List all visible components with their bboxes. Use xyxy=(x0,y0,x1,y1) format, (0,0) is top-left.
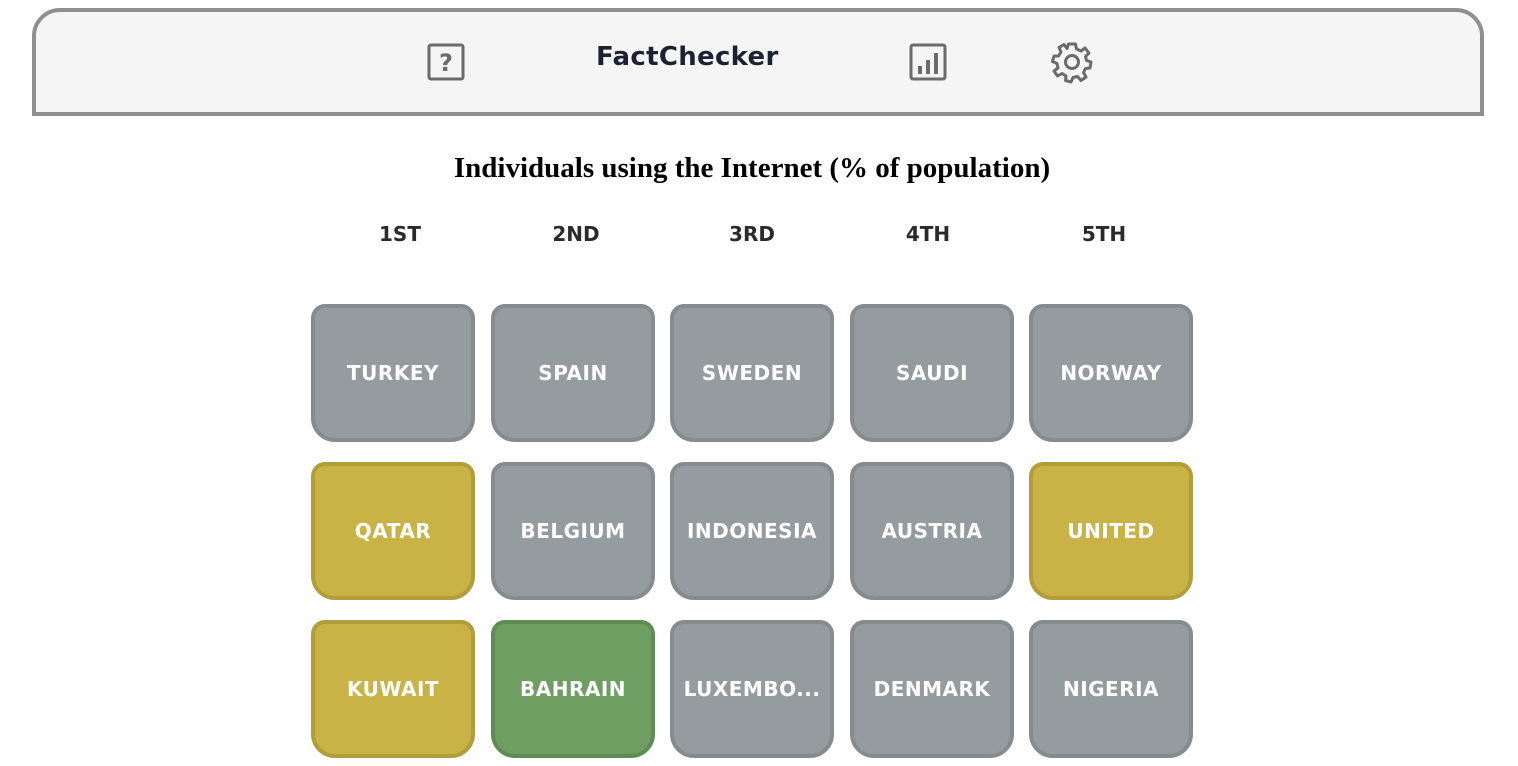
stats-icon[interactable] xyxy=(908,42,948,82)
app-header: ? FactChecker xyxy=(32,8,1484,116)
help-icon[interactable]: ? xyxy=(426,42,466,82)
country-tile[interactable]: KUWAIT xyxy=(311,620,475,758)
country-tile[interactable]: LUXEMBO... xyxy=(670,620,834,758)
rank-label-2: 2ND xyxy=(552,222,600,246)
country-tile[interactable]: INDONESIA xyxy=(670,462,834,600)
rank-label-5: 5TH xyxy=(1081,222,1127,246)
country-tile[interactable]: QATAR xyxy=(311,462,475,600)
country-tile[interactable]: NORWAY xyxy=(1029,304,1193,442)
country-tile[interactable]: SPAIN xyxy=(491,304,655,442)
country-tile[interactable]: UNITED xyxy=(1029,462,1193,600)
country-tile[interactable]: SAUDI xyxy=(850,304,1014,442)
country-tile[interactable]: AUSTRIA xyxy=(850,462,1014,600)
settings-gear-icon[interactable] xyxy=(1050,40,1094,84)
country-tile[interactable]: TURKEY xyxy=(311,304,475,442)
rank-label-4: 4TH xyxy=(905,222,951,246)
country-tile[interactable]: SWEDEN xyxy=(670,304,834,442)
country-tile[interactable]: DENMARK xyxy=(850,620,1014,758)
country-tile[interactable]: BAHRAIN xyxy=(491,620,655,758)
rank-label-3: 3RD xyxy=(729,222,775,246)
app-title: FactChecker xyxy=(596,42,779,72)
country-tile[interactable]: NIGERIA xyxy=(1029,620,1193,758)
rank-label-1: 1ST xyxy=(379,222,421,246)
svg-text:?: ? xyxy=(439,49,453,77)
country-tile[interactable]: BELGIUM xyxy=(491,462,655,600)
question-title: Individuals using the Internet (% of pop… xyxy=(453,152,1051,184)
